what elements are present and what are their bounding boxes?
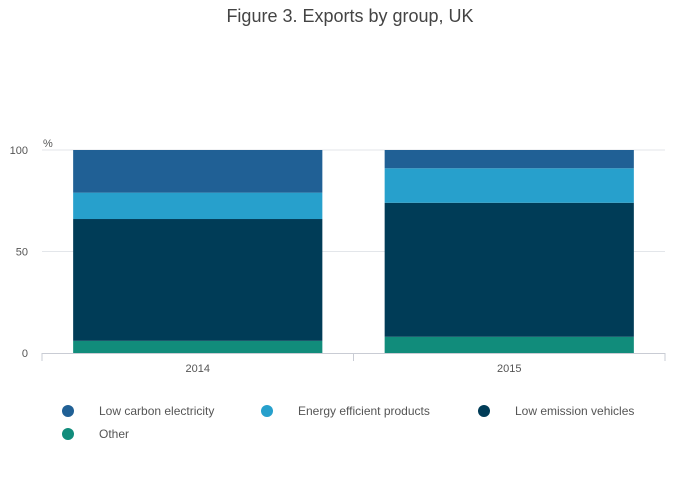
y-tick-label-0: 0 xyxy=(22,348,28,360)
x-tick-label-2014: 2014 xyxy=(186,363,210,375)
bars xyxy=(73,150,634,353)
legend-item-other[interactable]: Other xyxy=(62,427,261,441)
y-tick-label-100: 100 xyxy=(10,145,28,157)
legend-item-energy-efficient-products[interactable]: Energy efficient products xyxy=(261,404,478,418)
y-tick-label-50: 50 xyxy=(16,247,28,259)
legend-swatch xyxy=(478,405,490,417)
legend-swatch xyxy=(261,405,273,417)
bar-2015-other[interactable] xyxy=(384,336,634,353)
y-axis-unit-label: % xyxy=(43,138,53,150)
bar-2014-other[interactable] xyxy=(73,340,323,353)
legend-item-low-emission-vehicles[interactable]: Low emission vehicles xyxy=(478,404,682,418)
legend-label: Low carbon electricity xyxy=(99,404,215,418)
legend-label: Other xyxy=(99,427,130,441)
bar-2014-low-emission-vehicles[interactable] xyxy=(73,219,323,341)
bar-2015-energy-efficient-products[interactable] xyxy=(384,168,634,203)
legend-item-low-carbon-electricity[interactable]: Low carbon electricity xyxy=(62,404,261,418)
legend-label: Low emission vehicles xyxy=(515,404,635,418)
legend: Low carbon electricity Energy efficient p… xyxy=(62,404,682,450)
stacked-bar-chart: 0 50 100% 2014 2015 xyxy=(10,138,666,375)
bar-2015-low-carbon-electricity[interactable] xyxy=(384,150,634,169)
legend-label: Energy efficient products xyxy=(298,404,430,418)
legend-swatch xyxy=(62,428,74,440)
chart-title: Figure 3. Exports by group, UK xyxy=(226,6,474,26)
bar-2014-energy-efficient-products[interactable] xyxy=(73,192,323,220)
x-tick-label-2015: 2015 xyxy=(497,363,521,375)
axes: 0 50 100% 2014 2015 xyxy=(10,138,666,375)
bar-2014-low-carbon-electricity[interactable] xyxy=(73,150,323,193)
legend-swatch xyxy=(62,405,74,417)
bar-2015-low-emission-vehicles[interactable] xyxy=(384,202,634,337)
